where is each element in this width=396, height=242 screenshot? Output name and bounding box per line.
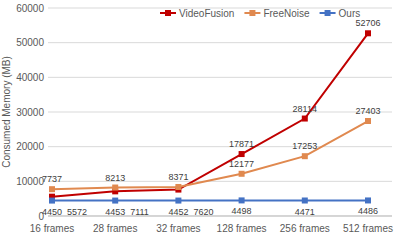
series-marker [365, 30, 371, 36]
data-label: 5572 [67, 207, 87, 217]
series-line [52, 199, 368, 201]
series-line [52, 121, 368, 189]
legend: VideoFusion FreeNoise Ours [160, 8, 360, 19]
grid-line [48, 216, 392, 217]
x-tick-label: 32 frames [156, 223, 200, 234]
series-marker [239, 171, 245, 177]
grid-line [48, 146, 392, 147]
series-marker [175, 184, 181, 190]
y-tick-label: 10000 [16, 176, 44, 187]
series-marker [239, 151, 245, 157]
y-tick-label: 20000 [16, 141, 44, 152]
x-tick-label: 512 frames [343, 223, 393, 234]
series-line [52, 33, 368, 196]
grid-line [48, 77, 392, 78]
series-marker [365, 197, 371, 203]
data-label: 27403 [355, 106, 380, 116]
data-label: 12177 [229, 159, 254, 169]
data-label: 7737 [42, 174, 62, 184]
x-tick-label: 256 frames [280, 223, 330, 234]
series-marker [49, 186, 55, 192]
data-label: 28114 [293, 104, 317, 114]
x-tick-label: 128 frames [217, 223, 267, 234]
data-label: 8371 [168, 172, 188, 182]
x-tick-label: 28 frames [93, 223, 137, 234]
y-tick-label: 40000 [16, 72, 44, 83]
data-label: 4498 [232, 206, 252, 216]
x-tick-label: 16 frames [30, 223, 74, 234]
grid-line [48, 42, 392, 43]
data-label: 4471 [295, 207, 315, 217]
legend-label: Ours [339, 8, 361, 19]
series-marker [302, 116, 308, 122]
y-axis-title: Consumed Memory (MB) [1, 56, 12, 168]
data-label: 52706 [355, 18, 380, 28]
series-marker [365, 118, 371, 124]
series-marker [175, 198, 181, 204]
series-marker [302, 153, 308, 159]
series-marker [302, 198, 308, 204]
data-label: 7620 [193, 207, 213, 217]
series-marker [239, 197, 245, 203]
chart-svg: 0100002000030000400005000060000Consumed … [0, 0, 396, 242]
plot-area [49, 30, 371, 203]
legend-swatch [249, 10, 255, 16]
legend-label: VideoFusion [179, 8, 234, 19]
legend-label: FreeNoise [263, 8, 310, 19]
legend-swatch [325, 10, 331, 16]
y-tick-label: 50000 [16, 37, 44, 48]
data-label: 7111 [130, 207, 149, 217]
legend-swatch [165, 10, 171, 16]
grid-line [48, 181, 392, 182]
data-label: 17871 [229, 139, 254, 149]
data-label: 4486 [358, 206, 378, 216]
y-tick-label: 30000 [16, 107, 44, 118]
series-marker [112, 198, 118, 204]
x-axis-line [48, 216, 392, 217]
series-marker [49, 198, 55, 204]
data-label: 17253 [292, 141, 317, 151]
grid-line [48, 112, 392, 113]
y-tick-label: 60000 [16, 3, 44, 14]
data-label: 4453 [105, 207, 125, 217]
data-label: 4452 [168, 207, 188, 217]
chart-container: 0100002000030000400005000060000Consumed … [0, 0, 396, 242]
data-label: 8213 [105, 173, 125, 183]
series-marker [112, 185, 118, 191]
data-label: 4450 [42, 207, 62, 217]
